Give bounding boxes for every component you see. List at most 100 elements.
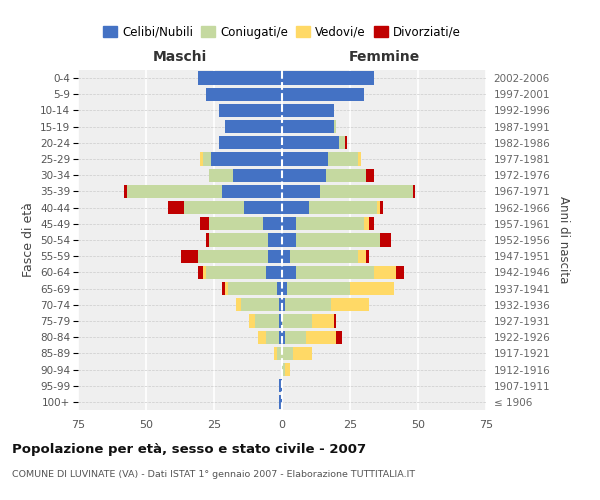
Bar [369, 217, 374, 230]
Bar [282, 88, 364, 101]
Bar [380, 234, 391, 246]
Bar [380, 201, 383, 214]
Text: Maschi: Maschi [153, 50, 207, 64]
Bar [227, 282, 277, 295]
Bar [209, 234, 268, 246]
Bar [290, 250, 358, 263]
Bar [220, 104, 282, 117]
Bar [206, 266, 266, 279]
Bar [287, 282, 350, 295]
Bar [209, 217, 263, 230]
Bar [279, 298, 282, 312]
Bar [222, 282, 225, 295]
Bar [225, 120, 282, 134]
Bar [282, 250, 290, 263]
Bar [282, 104, 334, 117]
Bar [233, 168, 282, 182]
Bar [367, 250, 369, 263]
Bar [282, 266, 296, 279]
Text: Femmine: Femmine [349, 50, 419, 64]
Bar [277, 282, 282, 295]
Bar [200, 152, 203, 166]
Bar [244, 201, 282, 214]
Text: COMUNE DI LUVINATE (VA) - Dati ISTAT 1° gennaio 2007 - Elaborazione TUTTITALIA.I: COMUNE DI LUVINATE (VA) - Dati ISTAT 1° … [12, 470, 415, 479]
Bar [377, 201, 380, 214]
Bar [220, 136, 282, 149]
Bar [358, 152, 361, 166]
Y-axis label: Anni di nascita: Anni di nascita [557, 196, 570, 284]
Bar [255, 314, 279, 328]
Bar [312, 314, 334, 328]
Bar [268, 234, 282, 246]
Bar [331, 298, 369, 312]
Bar [296, 217, 364, 230]
Bar [206, 88, 282, 101]
Bar [309, 201, 377, 214]
Bar [282, 120, 334, 134]
Bar [268, 250, 282, 263]
Bar [282, 330, 285, 344]
Bar [222, 185, 282, 198]
Bar [279, 330, 282, 344]
Bar [250, 314, 255, 328]
Bar [282, 136, 339, 149]
Bar [127, 185, 222, 198]
Bar [266, 266, 282, 279]
Bar [337, 330, 342, 344]
Bar [168, 201, 184, 214]
Bar [197, 250, 268, 263]
Bar [206, 234, 209, 246]
Bar [413, 185, 415, 198]
Bar [326, 168, 367, 182]
Bar [396, 266, 404, 279]
Bar [181, 250, 197, 263]
Bar [197, 72, 282, 85]
Bar [257, 330, 266, 344]
Bar [374, 266, 396, 279]
Bar [367, 168, 374, 182]
Bar [236, 298, 241, 312]
Y-axis label: Fasce di età: Fasce di età [22, 202, 35, 278]
Bar [293, 346, 312, 360]
Legend: Celibi/Nubili, Coniugati/e, Vedovi/e, Divorziati/e: Celibi/Nubili, Coniugati/e, Vedovi/e, Di… [101, 23, 463, 41]
Bar [282, 152, 328, 166]
Bar [339, 136, 344, 149]
Bar [282, 234, 296, 246]
Bar [279, 314, 282, 328]
Bar [203, 266, 206, 279]
Bar [282, 298, 285, 312]
Bar [320, 185, 413, 198]
Bar [277, 346, 282, 360]
Bar [296, 234, 380, 246]
Bar [200, 217, 209, 230]
Bar [307, 330, 337, 344]
Bar [358, 250, 367, 263]
Bar [203, 152, 211, 166]
Bar [225, 282, 227, 295]
Text: Popolazione per età, sesso e stato civile - 2007: Popolazione per età, sesso e stato civil… [12, 442, 366, 456]
Bar [282, 363, 285, 376]
Bar [282, 201, 309, 214]
Bar [263, 217, 282, 230]
Bar [209, 168, 233, 182]
Bar [285, 330, 307, 344]
Bar [285, 363, 290, 376]
Bar [124, 185, 127, 198]
Bar [282, 346, 293, 360]
Bar [285, 298, 331, 312]
Bar [279, 379, 282, 392]
Bar [350, 282, 394, 295]
Bar [266, 330, 279, 344]
Bar [344, 136, 347, 149]
Bar [334, 314, 337, 328]
Bar [211, 152, 282, 166]
Bar [241, 298, 279, 312]
Bar [282, 168, 326, 182]
Bar [274, 346, 277, 360]
Bar [282, 72, 374, 85]
Bar [296, 266, 374, 279]
Bar [197, 266, 203, 279]
Bar [184, 201, 244, 214]
Bar [282, 185, 320, 198]
Bar [282, 217, 296, 230]
